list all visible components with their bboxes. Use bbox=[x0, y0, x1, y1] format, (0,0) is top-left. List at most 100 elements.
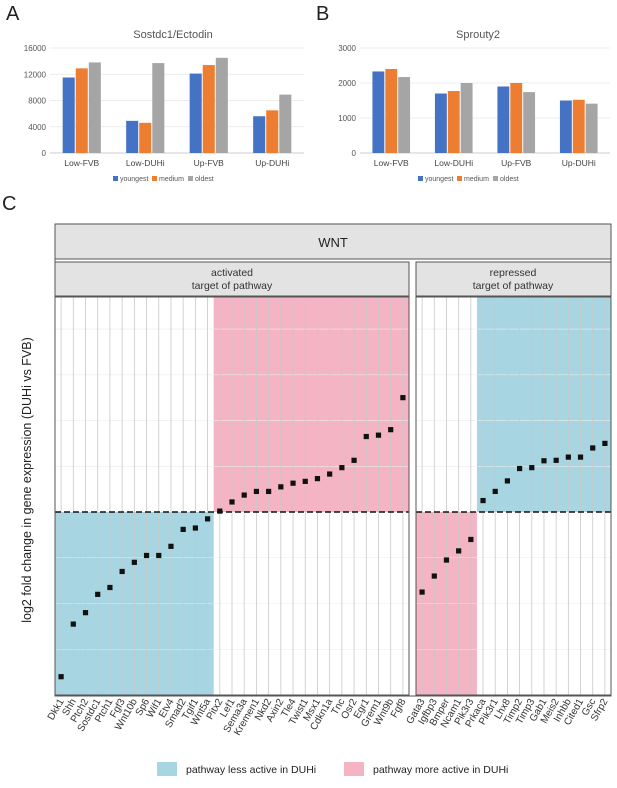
bar-medium bbox=[139, 122, 152, 153]
facet-border bbox=[54, 296, 410, 696]
gene-point bbox=[327, 471, 333, 477]
legend-swatch-medium bbox=[457, 176, 462, 181]
panel-letter-a: A bbox=[6, 3, 20, 25]
legend-label-youngest: youngest bbox=[120, 176, 148, 183]
gene-point bbox=[58, 674, 64, 680]
bar-oldest bbox=[460, 83, 473, 153]
gene-point bbox=[456, 548, 462, 554]
legend-label-oldest: oldest bbox=[500, 176, 519, 183]
gene-point bbox=[180, 526, 186, 532]
facet-border bbox=[415, 296, 612, 696]
more-active-region bbox=[213, 297, 409, 513]
repressed-target-plot: Gata3Igfbp3BmperNcam1Pik3r3PrkacaPik3r1L… bbox=[405, 296, 612, 730]
bar-oldest bbox=[152, 63, 165, 153]
bar-oldest bbox=[523, 92, 536, 153]
legend-label-more-active: pathway more active in DUHi bbox=[373, 764, 508, 776]
gene-point bbox=[400, 395, 406, 401]
y-tick-label: 0 bbox=[352, 149, 357, 158]
gene-point bbox=[119, 568, 125, 575]
bar-youngest bbox=[126, 120, 139, 153]
panel-letter-b: B bbox=[316, 3, 329, 25]
x-tick-label: Low-DUHi bbox=[434, 158, 473, 168]
x-tick-label: Up-DUHi bbox=[562, 158, 596, 168]
panel-letter-c: C bbox=[2, 193, 16, 215]
y-tick-label: 8000 bbox=[28, 97, 46, 106]
bar-youngest bbox=[497, 86, 510, 153]
gene-point bbox=[290, 480, 296, 486]
y-tick-label: 16000 bbox=[24, 44, 47, 53]
wnt-header-title: WNT bbox=[318, 235, 348, 250]
gene-point bbox=[107, 584, 113, 591]
bar-oldest bbox=[585, 103, 598, 153]
bar-oldest bbox=[398, 77, 411, 153]
gene-point bbox=[375, 432, 382, 438]
sostdc1-chart-title: Sostdc1/Ectodin bbox=[133, 29, 213, 41]
gene-point bbox=[504, 478, 511, 484]
bar-youngest bbox=[253, 116, 266, 153]
bar-youngest bbox=[372, 71, 385, 153]
bar-oldest bbox=[88, 62, 101, 153]
legend-swatch-oldest bbox=[493, 176, 498, 181]
bar-youngest bbox=[62, 77, 75, 153]
sostdc1-bar-chart: 0 4000 8000 12000 16000 Low-FVB Low-DUHi Up-FVB… bbox=[24, 44, 304, 168]
x-tick-label: Up-FVB bbox=[501, 158, 532, 168]
sprouty2-bar-chart: 0 1000 2000 3000 Low-FVB Low-DUHi Up-FVB Up-DUH… bbox=[338, 44, 610, 168]
repressed-subheader bbox=[415, 261, 612, 297]
gene-point bbox=[363, 433, 369, 440]
legend-label-youngest: youngest bbox=[425, 176, 453, 183]
legend-swatch-more-active bbox=[344, 762, 364, 776]
y-tick-label: 0 bbox=[42, 149, 47, 158]
bar-medium bbox=[202, 65, 215, 153]
y-tick-label: 3000 bbox=[338, 44, 356, 53]
gene-point bbox=[217, 508, 223, 514]
bar-youngest bbox=[434, 93, 447, 153]
gene-point bbox=[419, 589, 425, 595]
legend-label-medium: medium bbox=[464, 176, 489, 183]
gene-point bbox=[143, 552, 150, 559]
activated-subheader-line2: target of pathway bbox=[192, 280, 273, 292]
gene-point bbox=[577, 454, 584, 460]
legend-swatch-oldest bbox=[188, 176, 193, 181]
wnt-header-bar bbox=[54, 223, 612, 260]
bar-medium bbox=[385, 69, 398, 153]
gene-point bbox=[156, 552, 162, 559]
bar-oldest bbox=[215, 57, 228, 153]
legend-swatch-less-active bbox=[157, 762, 177, 776]
pathway-legend: pathway less active in DUHi pathway more… bbox=[157, 762, 508, 776]
gene-point bbox=[253, 488, 260, 495]
gene-point bbox=[192, 525, 198, 531]
gene-point bbox=[351, 457, 357, 463]
legend-label-oldest: oldest bbox=[195, 176, 214, 183]
gene-point bbox=[241, 492, 247, 498]
activated-target-plot: Dkk1ShhPtch2Sostdc1Ptch1Fgf3Wnt10bSp6Wif… bbox=[46, 296, 410, 738]
bar-youngest bbox=[559, 100, 572, 153]
gene-point bbox=[229, 499, 235, 505]
gene-point bbox=[492, 488, 498, 495]
gene-point bbox=[590, 445, 596, 451]
activated-subheader-line1: activated bbox=[211, 267, 253, 279]
sprouty2-legend: youngest medium oldest bbox=[418, 176, 519, 183]
gene-point bbox=[468, 536, 474, 543]
x-tick-label: Low-FVB bbox=[374, 158, 409, 168]
repressed-subheader-line2: target of pathway bbox=[473, 280, 554, 292]
gene-point bbox=[204, 516, 211, 522]
bar-medium bbox=[75, 68, 88, 153]
gene-point bbox=[565, 454, 571, 460]
gene-point bbox=[431, 573, 437, 579]
legend-swatch-medium bbox=[152, 176, 157, 181]
bar-medium bbox=[266, 110, 279, 153]
gene-point bbox=[388, 427, 394, 433]
gene-point bbox=[278, 484, 284, 490]
x-tick-label: Low-DUHi bbox=[126, 158, 165, 168]
gene-point bbox=[529, 465, 535, 471]
legend-swatch-youngest bbox=[113, 176, 118, 181]
repressed-subheader-line1: repressed bbox=[490, 267, 537, 279]
sostdc1-legend: youngest medium oldest bbox=[113, 176, 214, 183]
gene-point bbox=[541, 458, 547, 464]
gene-point bbox=[168, 543, 174, 549]
legend-label-less-active: pathway less active in DUHi bbox=[186, 764, 316, 776]
gene-point bbox=[443, 557, 450, 563]
x-tick-label: Up-FVB bbox=[194, 158, 225, 168]
gene-point bbox=[302, 478, 308, 484]
